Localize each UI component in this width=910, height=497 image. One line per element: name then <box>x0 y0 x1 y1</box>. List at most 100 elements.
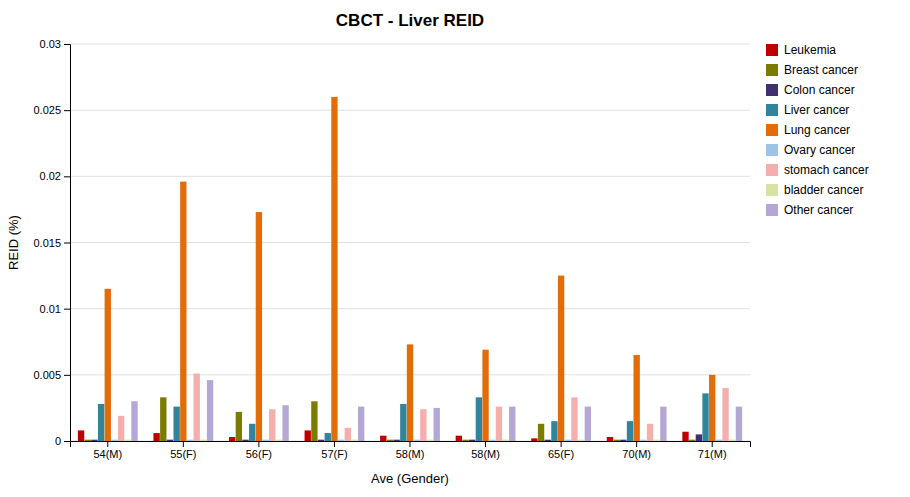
bar <box>427 440 433 441</box>
y-tick-label: 0.03 <box>40 38 61 50</box>
bar-series <box>105 97 716 441</box>
bar <box>551 421 557 441</box>
bar <box>187 440 193 441</box>
bar <box>276 440 282 441</box>
legend-swatch <box>766 64 778 76</box>
bar <box>167 440 173 441</box>
legend-item: Breast cancer <box>766 63 858 77</box>
bar <box>585 407 591 441</box>
x-tick-label: 54(M) <box>93 448 122 460</box>
bar <box>282 405 288 441</box>
bar <box>311 401 317 441</box>
bar <box>434 408 440 441</box>
bar <box>420 409 426 441</box>
bar <box>207 380 213 441</box>
bar <box>545 440 551 441</box>
y-tick-label: 0.015 <box>33 237 61 249</box>
bar <box>325 433 331 441</box>
x-tick-mark <box>485 441 486 447</box>
y-tick: 0.025 <box>33 104 70 116</box>
bar <box>502 440 508 441</box>
bar <box>393 440 399 441</box>
y-tick-label: 0.025 <box>33 104 61 116</box>
legend-label: Other cancer <box>784 203 853 217</box>
bars <box>78 97 742 441</box>
bar <box>380 436 386 441</box>
legend-item: Leukemia <box>766 43 836 57</box>
bar <box>236 412 242 441</box>
bar <box>722 388 728 441</box>
bar <box>640 440 646 441</box>
plot: 54(M)55(F)56(F)57(F)58(M)58(M)65(F)70(M)… <box>33 38 750 460</box>
bar-series <box>118 374 729 441</box>
bar-series <box>85 397 696 441</box>
legend-swatch <box>766 164 778 176</box>
legend-item: stomach cancer <box>766 163 869 177</box>
grid-line <box>70 308 750 309</box>
grid-line <box>70 176 750 177</box>
bar <box>571 397 577 441</box>
legend-item: bladder cancer <box>766 183 863 197</box>
y-axis-line <box>64 45 71 442</box>
bar <box>111 440 117 441</box>
bar <box>249 424 255 441</box>
y-tick-mark <box>64 441 70 442</box>
bar <box>689 440 695 441</box>
bar <box>387 440 393 441</box>
legend-item: Liver cancer <box>766 103 849 117</box>
y-tick-mark <box>64 243 70 244</box>
bar <box>78 430 84 441</box>
legend-swatch <box>766 204 778 216</box>
bar <box>709 375 715 441</box>
bar <box>105 289 111 441</box>
bar-series <box>125 440 736 441</box>
legend-swatch <box>766 84 778 96</box>
legend-label: Ovary cancer <box>784 143 855 157</box>
bar <box>558 276 564 441</box>
bar <box>262 440 268 441</box>
bar <box>716 440 722 441</box>
x-tick-label: 55(F) <box>170 448 196 460</box>
x-tick-mark <box>334 441 335 447</box>
bar-series <box>78 430 689 441</box>
bar <box>318 440 324 441</box>
bar <box>305 430 311 441</box>
legend-item: Colon cancer <box>766 83 855 97</box>
bar <box>180 182 186 441</box>
bar-series <box>98 393 709 441</box>
x-tick-label: 70(M) <box>622 448 651 460</box>
x-axis-title: Ave (Gender) <box>371 471 449 486</box>
bar <box>414 440 420 441</box>
x-tick: 65(F) <box>548 441 574 460</box>
bar <box>351 440 357 441</box>
bar <box>200 440 206 441</box>
bar <box>736 407 742 441</box>
x-tick: 56(F) <box>246 441 272 460</box>
bar <box>476 397 482 441</box>
bar <box>118 416 124 441</box>
x-tick-mark <box>636 441 637 447</box>
y-axis-title: REID (%) <box>6 215 21 270</box>
y-tick: 0.03 <box>40 38 70 50</box>
grid <box>70 44 750 441</box>
grid-line <box>70 110 750 111</box>
y-tick: 0.02 <box>40 170 70 182</box>
x-tick: 57(F) <box>321 441 347 460</box>
bar <box>256 212 262 441</box>
bar <box>607 437 613 441</box>
bar <box>482 350 488 441</box>
bar <box>85 440 91 441</box>
bar <box>131 401 137 441</box>
y-tick: 0.01 <box>40 303 70 315</box>
bar <box>456 436 462 441</box>
bar <box>91 440 97 441</box>
legend-swatch <box>766 44 778 56</box>
legend-item: Other cancer <box>766 203 853 217</box>
bar <box>125 440 131 441</box>
x-tick-label: 71(M) <box>698 448 727 460</box>
legend-item: Lung cancer <box>766 123 850 137</box>
bar <box>565 440 571 441</box>
legend-swatch <box>766 144 778 156</box>
legend-label: Lung cancer <box>784 123 850 137</box>
bar <box>153 433 159 441</box>
